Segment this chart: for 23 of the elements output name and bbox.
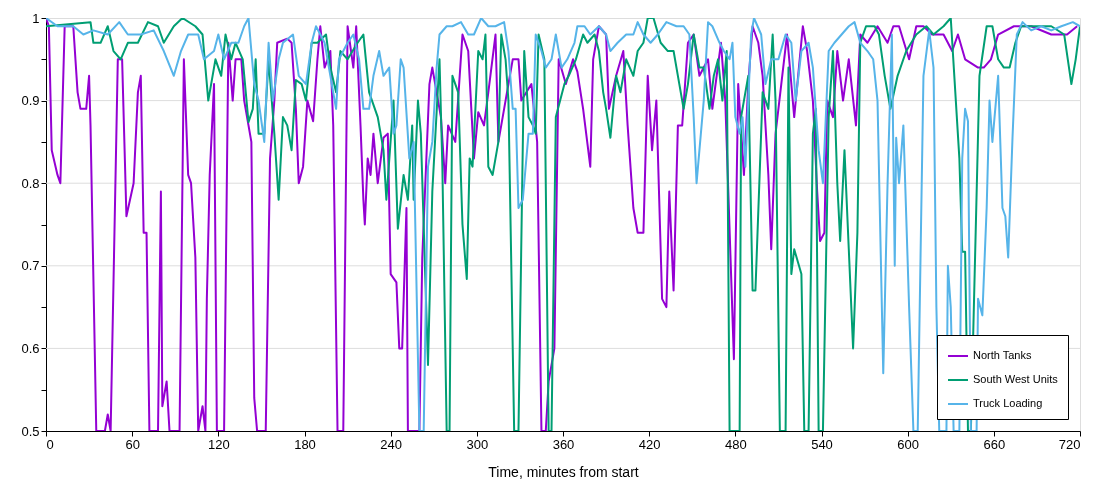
x-tick-label: 600 bbox=[897, 436, 920, 452]
x-tick-label: 240 bbox=[380, 436, 403, 452]
x-tick-label: 0 bbox=[46, 436, 54, 452]
legend-label: North Tanks bbox=[973, 349, 1032, 361]
x-tick-label: 60 bbox=[125, 436, 140, 452]
x-tick-label: 300 bbox=[466, 436, 489, 452]
y-tick-label: 1 bbox=[32, 10, 40, 26]
y-tick-label: 0.8 bbox=[21, 175, 40, 191]
x-axis-title: Time, minutes from start bbox=[488, 463, 639, 480]
x-tick-label: 660 bbox=[983, 436, 1006, 452]
y-tick-label: 0.5 bbox=[21, 423, 40, 439]
legend-label: Truck Loading bbox=[973, 397, 1043, 409]
x-tick-label: 480 bbox=[724, 436, 747, 452]
x-tick-label: 360 bbox=[552, 436, 575, 452]
legend-label: South West Units bbox=[973, 373, 1059, 385]
y-tick-label: 0.7 bbox=[21, 258, 40, 274]
x-tick-label: 720 bbox=[1058, 436, 1081, 452]
y-tick-label: 0.6 bbox=[21, 340, 40, 356]
x-tick-label: 120 bbox=[207, 436, 230, 452]
x-tick-label: 420 bbox=[638, 436, 661, 452]
x-tick-label: 540 bbox=[811, 436, 833, 452]
x-tick-label: 180 bbox=[294, 436, 316, 452]
y-tick-label: 0.9 bbox=[21, 93, 40, 109]
